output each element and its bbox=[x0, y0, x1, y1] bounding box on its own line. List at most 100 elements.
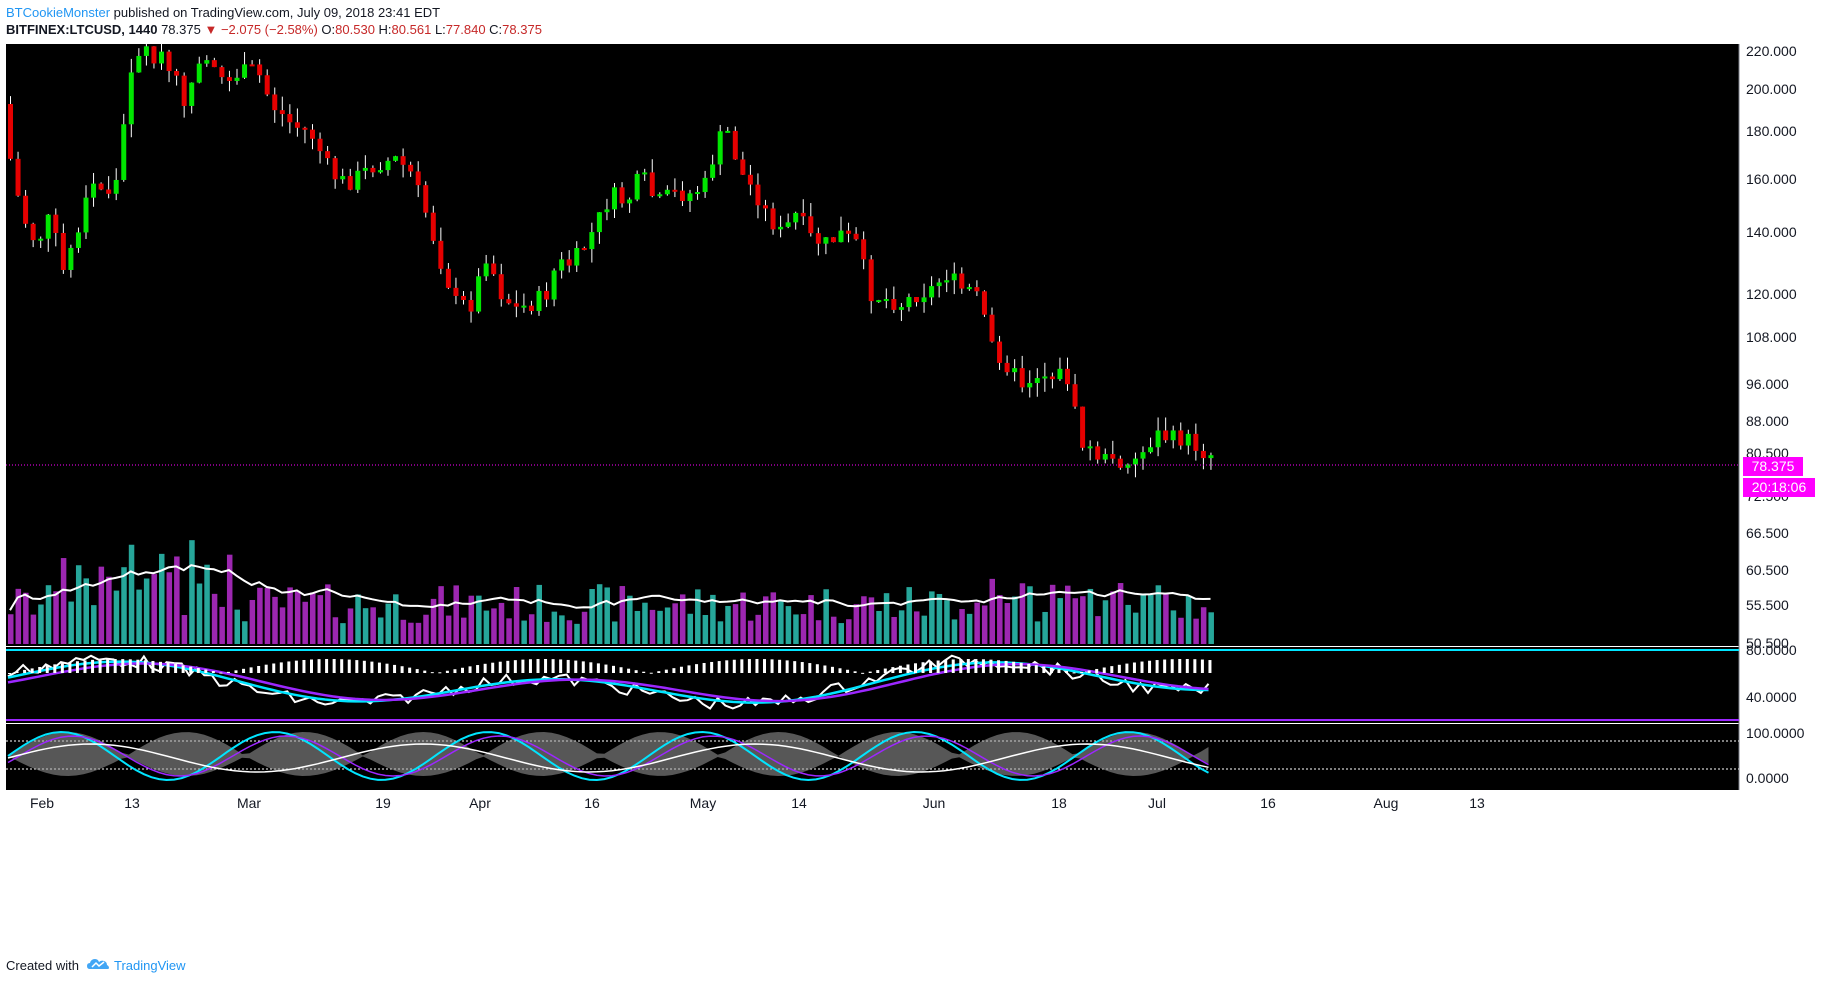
candle-body bbox=[476, 276, 482, 312]
candle-body bbox=[906, 297, 912, 308]
histogram-bar bbox=[279, 662, 283, 673]
histogram-bar bbox=[1102, 667, 1106, 673]
histogram-bar bbox=[536, 659, 540, 673]
candle-body bbox=[544, 290, 550, 300]
tradingview-brand[interactable]: TradingView bbox=[114, 958, 186, 973]
price-tick-label: 120.000 bbox=[1746, 286, 1797, 302]
histogram-bar bbox=[294, 660, 298, 673]
candle-body bbox=[846, 230, 852, 234]
candle-body bbox=[347, 176, 353, 190]
histogram-bar bbox=[1072, 672, 1076, 674]
candle-body bbox=[279, 110, 285, 115]
volume-bar bbox=[559, 615, 565, 644]
volume-bar bbox=[166, 572, 173, 644]
candle-body bbox=[513, 303, 519, 307]
candle-body bbox=[1012, 368, 1018, 373]
stochastic-tick-label: 0.0000 bbox=[1746, 770, 1789, 786]
histogram-bar bbox=[332, 659, 336, 673]
candle-body bbox=[1163, 430, 1169, 441]
oscillator-lines bbox=[6, 649, 1739, 721]
candle-body bbox=[732, 130, 738, 160]
volume-bar bbox=[408, 622, 414, 644]
histogram-bar bbox=[936, 660, 940, 673]
candle-body bbox=[921, 297, 927, 303]
time-tick-label: Jun bbox=[923, 795, 946, 811]
volume-bar bbox=[770, 592, 777, 644]
histogram-bar bbox=[830, 666, 834, 673]
volume-bar bbox=[1012, 596, 1018, 644]
time-tick-label: Aug bbox=[1374, 795, 1399, 811]
histogram-bar bbox=[1065, 670, 1068, 673]
candle-body bbox=[68, 247, 74, 270]
candle-body bbox=[1117, 458, 1123, 468]
candle-body bbox=[468, 299, 474, 312]
volume-bar bbox=[1208, 612, 1214, 644]
candle-body bbox=[355, 170, 361, 190]
candle-body bbox=[1042, 376, 1048, 379]
time-tick-label: Feb bbox=[30, 795, 54, 811]
chart-canvas[interactable]: 220.000 200.000 180.000 160.000 140.000 120.0… bbox=[6, 43, 1828, 948]
chart-area[interactable]: 220.000 200.000 180.000 160.000 140.000 120.0… bbox=[6, 43, 1828, 948]
candle-body bbox=[272, 94, 278, 111]
price-pane[interactable] bbox=[6, 44, 1739, 646]
candle-body bbox=[966, 287, 972, 290]
volume-bar bbox=[521, 620, 527, 644]
histogram-bar bbox=[1185, 659, 1189, 673]
candle-body bbox=[914, 297, 919, 303]
volume-bar bbox=[159, 553, 165, 644]
histogram-bar bbox=[91, 659, 95, 673]
candle-body bbox=[15, 158, 21, 196]
histogram-bar bbox=[1125, 663, 1129, 673]
histogram-bar bbox=[921, 662, 925, 673]
volume-bar bbox=[506, 618, 512, 644]
tradingview-cloud-icon[interactable] bbox=[86, 954, 110, 974]
price-tick-label: 50.500 bbox=[1746, 635, 1789, 651]
histogram-bar bbox=[445, 670, 449, 673]
volume-bar bbox=[574, 623, 580, 644]
candle-body bbox=[710, 164, 716, 178]
candle-body bbox=[740, 159, 746, 175]
candle-body bbox=[121, 124, 127, 180]
candle-body bbox=[506, 299, 512, 304]
candle-body bbox=[400, 156, 406, 165]
volume-bar bbox=[362, 608, 369, 644]
oscillator-pane[interactable] bbox=[6, 647, 1739, 723]
candle-body bbox=[438, 240, 444, 269]
volume-bar bbox=[91, 605, 97, 644]
price-tick-label: 220.000 bbox=[1746, 44, 1797, 59]
open-label: O: bbox=[321, 22, 336, 37]
candle-body bbox=[929, 286, 935, 298]
histogram-bar bbox=[997, 660, 1001, 673]
volume-bar bbox=[929, 591, 935, 644]
volume-bar bbox=[876, 610, 882, 644]
histogram-bar bbox=[1087, 670, 1091, 673]
histogram-bar bbox=[23, 669, 27, 673]
volume-bar bbox=[370, 607, 376, 644]
candle-body bbox=[287, 114, 293, 123]
histogram-bar bbox=[906, 664, 910, 673]
candle-body bbox=[498, 274, 504, 300]
volume-bar bbox=[498, 602, 505, 644]
candle-body bbox=[891, 299, 897, 310]
volume-bar bbox=[838, 623, 844, 644]
histogram-bar bbox=[53, 664, 57, 673]
symbol-name[interactable]: BITFINEX:LTCUSD, 1440 bbox=[6, 22, 158, 37]
candle-body bbox=[1200, 450, 1206, 459]
histogram-bar bbox=[370, 661, 374, 673]
volume-bar bbox=[634, 610, 641, 644]
candle-body bbox=[113, 179, 119, 194]
candle-body bbox=[997, 341, 1003, 363]
candle-body bbox=[642, 172, 648, 175]
histogram-bar bbox=[581, 661, 585, 673]
histogram-bar bbox=[264, 664, 268, 673]
candle-body bbox=[725, 130, 731, 133]
author-link[interactable]: BTCookieMonster bbox=[6, 5, 111, 20]
histogram-bar bbox=[898, 665, 902, 673]
candle-body bbox=[128, 72, 134, 125]
candle-body bbox=[679, 190, 685, 202]
histogram-bar bbox=[68, 662, 72, 673]
candle-body bbox=[755, 184, 761, 206]
candle-body bbox=[823, 237, 829, 244]
candle-body bbox=[1027, 383, 1033, 388]
volume-bar bbox=[566, 620, 573, 644]
